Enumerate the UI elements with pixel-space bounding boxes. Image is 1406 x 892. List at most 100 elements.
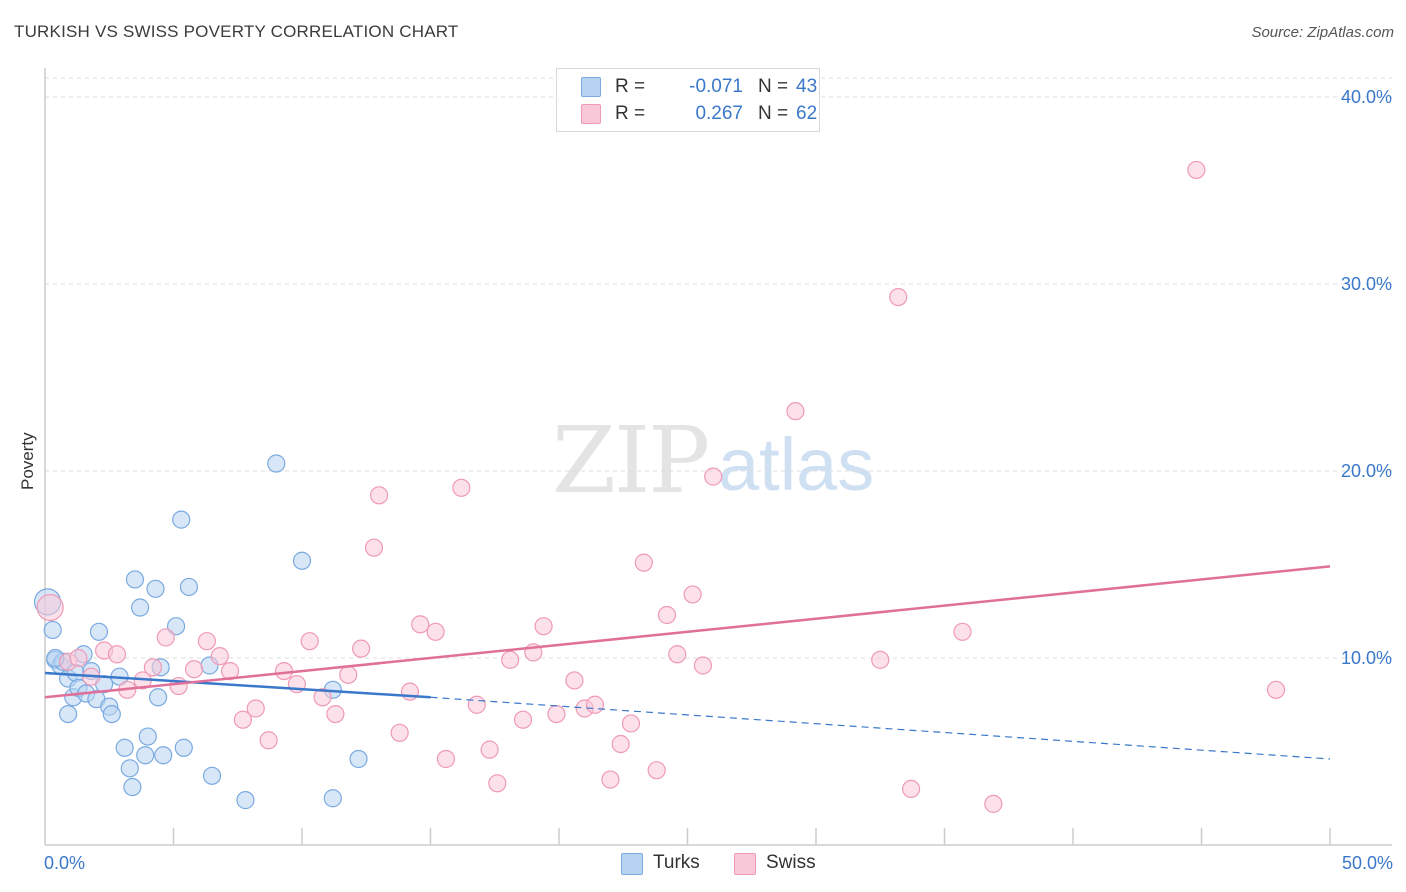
trend-lines [44, 565, 1331, 760]
n-label: N = [758, 76, 789, 97]
point-swiss [69, 648, 88, 668]
trend-line-swiss [44, 565, 1331, 699]
point-swiss [426, 622, 445, 641]
point-swiss [36, 593, 64, 622]
point-swiss [547, 704, 566, 724]
point-swiss [411, 615, 430, 634]
trend-line-turks [44, 671, 431, 699]
point-swiss [513, 710, 533, 729]
point-swiss [339, 665, 358, 684]
point-turks [115, 738, 134, 757]
y-axis-label: Poverty [18, 432, 37, 490]
point-turks [125, 570, 145, 589]
point-swiss [611, 734, 630, 754]
point-swiss [901, 779, 921, 799]
y-tick-label: 40.0% [1341, 87, 1392, 107]
point-swiss [313, 688, 332, 707]
r-label: R = [615, 103, 646, 124]
point-swiss [1187, 160, 1206, 180]
n-label: N = [758, 103, 789, 124]
point-swiss [259, 731, 278, 750]
point-swiss [364, 538, 384, 557]
r-value: 0.267 [695, 103, 743, 124]
point-swiss [488, 774, 507, 793]
point-turks [172, 510, 191, 529]
axes [44, 68, 1392, 846]
y-tick-label: 10.0% [1341, 648, 1392, 668]
point-swiss [668, 645, 687, 664]
chart-title: TURKISH VS SWISS POVERTY CORRELATION CHA… [14, 22, 459, 41]
point-swiss [467, 695, 486, 714]
point-swiss [300, 632, 319, 651]
x-tick-label: 50.0% [1342, 853, 1393, 873]
point-swiss [786, 402, 805, 421]
point-turks [146, 579, 165, 598]
point-swiss [889, 287, 908, 307]
point-swiss [480, 740, 499, 759]
turks-legend-swatch [621, 853, 643, 875]
point-swiss [143, 658, 163, 677]
n-value: 43 [796, 76, 818, 97]
point-swiss [246, 699, 265, 718]
point-swiss [621, 714, 641, 733]
point-swiss [871, 650, 890, 669]
point-swiss [400, 682, 420, 701]
watermark-atlas: atlas [718, 423, 874, 506]
point-swiss [565, 671, 584, 690]
point-swiss [326, 704, 345, 724]
tick-labels: 10.0% 20.0% 30.0% 40.0% 0.0% 50.0% [44, 87, 1393, 873]
point-swiss [693, 656, 713, 675]
point-turks [123, 777, 142, 797]
legend-label: Swiss [766, 852, 816, 873]
legend-label: Turks [653, 852, 700, 873]
point-swiss [197, 632, 217, 651]
point-swiss [634, 553, 653, 572]
point-turks [102, 704, 121, 724]
point-swiss [984, 794, 1003, 813]
point-turks [202, 766, 222, 785]
swiss-swatch [581, 104, 601, 124]
y-tick-label: 20.0% [1341, 461, 1392, 481]
point-swiss [156, 628, 175, 647]
point-turks [148, 688, 168, 707]
point-turks [130, 598, 150, 617]
point-swiss [233, 710, 252, 729]
point-swiss [657, 605, 677, 625]
n-value: 62 [796, 103, 818, 124]
point-turks [138, 727, 157, 746]
r-label: R = [615, 76, 646, 97]
swiss-legend-swatch [734, 853, 756, 875]
point-turks [292, 551, 312, 570]
point-turks [349, 749, 368, 769]
point-swiss [210, 647, 229, 666]
point-swiss [704, 467, 723, 486]
point-turks [136, 746, 155, 765]
point-swiss [647, 761, 666, 780]
point-swiss [501, 650, 520, 669]
point-turks [59, 704, 78, 724]
r-value: -0.071 [689, 76, 743, 97]
point-swiss [184, 660, 204, 679]
source-label: Source: ZipAtlas.com [1251, 24, 1394, 41]
point-turks [267, 454, 286, 473]
point-swiss [601, 770, 620, 789]
trend-line-turks-dashed [430, 696, 1331, 760]
point-swiss [352, 639, 371, 658]
point-turks [166, 617, 186, 636]
point-swiss [1266, 680, 1286, 699]
point-turks [120, 759, 139, 778]
point-swiss [683, 585, 702, 604]
stats-legend-box: R = -0.071 N = 43 R = 0.267 N = 62 [556, 68, 820, 132]
point-swiss [585, 695, 605, 714]
point-turks [179, 577, 199, 597]
point-swiss [452, 478, 471, 497]
point-turks [89, 622, 109, 641]
point-turks [154, 746, 173, 765]
y-tick-label: 30.0% [1341, 274, 1392, 294]
point-turks [174, 738, 193, 757]
watermark-zip: ZIP [552, 407, 708, 514]
turks-swatch [581, 77, 601, 97]
point-swiss [534, 617, 553, 636]
point-swiss [436, 749, 456, 769]
